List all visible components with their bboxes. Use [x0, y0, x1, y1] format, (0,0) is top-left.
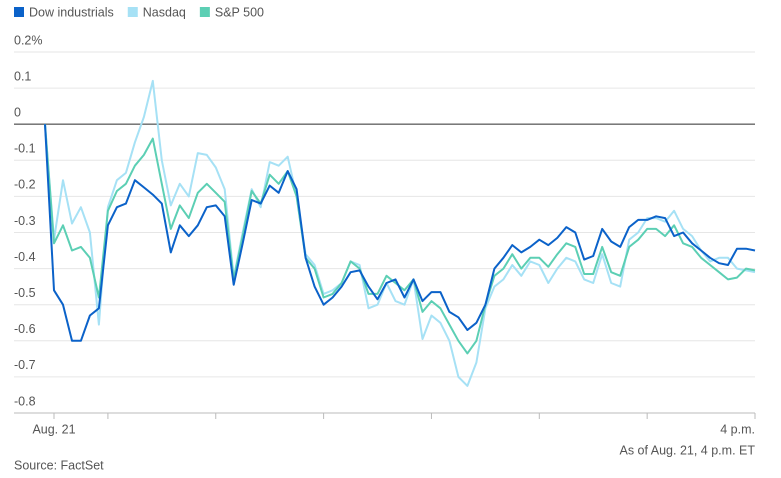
- y-tick-label: -0.1: [14, 142, 36, 156]
- y-tick-label: -0.5: [14, 286, 36, 300]
- x-tick-label: 4 p.m.: [720, 422, 755, 436]
- y-tick-label: 0: [14, 105, 21, 119]
- legend-swatch: [14, 7, 24, 17]
- legend-swatch: [127, 7, 138, 17]
- legend-label: Nasdaq: [143, 5, 186, 19]
- y-tick-label: -0.4: [14, 250, 36, 264]
- y-tick-label: 0.2%: [14, 33, 43, 47]
- y-tick-label: -0.8: [14, 394, 36, 408]
- y-tick-label: -0.7: [14, 358, 36, 372]
- legend-label: Dow industrials: [29, 5, 114, 19]
- y-tick-label: -0.2: [14, 178, 36, 192]
- x-tick-label: Aug. 21: [32, 422, 75, 436]
- series-line: [44, 79, 756, 387]
- y-tick-label: 0.1: [14, 69, 31, 83]
- series-line: [44, 124, 756, 342]
- y-tick-label: -0.6: [14, 322, 36, 336]
- legend-swatch: [199, 7, 210, 17]
- y-tick-label: -0.3: [14, 214, 36, 228]
- series-line: [44, 124, 756, 355]
- legend-label: S&P 500: [215, 5, 264, 19]
- source: Source: FactSet: [14, 458, 104, 472]
- annotation: As of Aug. 21, 4 p.m. ET: [620, 443, 756, 457]
